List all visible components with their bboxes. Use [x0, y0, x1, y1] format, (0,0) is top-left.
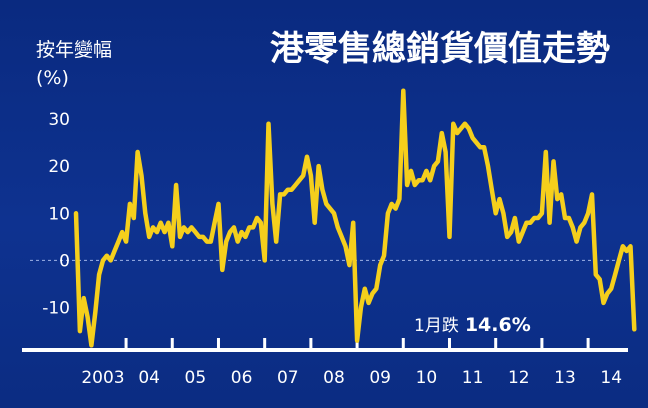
y-tick-label: 0 — [59, 251, 70, 271]
series-line — [73, 88, 637, 348]
annotation: 1月跌 14.6% — [414, 314, 531, 336]
y-tick-label: 20 — [48, 157, 70, 177]
y-tick-label: 10 — [48, 204, 70, 224]
x-tick-label: 09 — [369, 368, 391, 388]
y-axis-unit: (%) — [36, 67, 69, 89]
x-tick-label: 13 — [554, 368, 576, 388]
y-ticks: 30 20 10 0 -10 — [42, 110, 70, 319]
x-ticks: 2003 04 05 06 07 08 09 10 11 12 13 14 — [81, 338, 622, 388]
y-axis-label: 按年變幅 — [36, 39, 112, 61]
chart-title: 港零售總銷貨價值走勢 — [270, 29, 610, 69]
annotation-value: 14.6% — [465, 314, 531, 336]
annotation-label: 1月跌 — [414, 316, 459, 336]
x-tick-label: 05 — [185, 368, 207, 388]
x-tick-label: 11 — [462, 368, 484, 388]
x-tick-label: 07 — [277, 368, 299, 388]
x-tick-label: 10 — [416, 368, 438, 388]
x-tick-label: 2003 — [81, 368, 124, 388]
y-tick-label: 30 — [48, 110, 70, 130]
x-tick-label: 06 — [231, 368, 253, 388]
x-tick-label: 12 — [508, 368, 530, 388]
y-tick-label: -10 — [42, 299, 70, 319]
x-tick-label: 14 — [600, 368, 622, 388]
x-tick-label: 08 — [323, 368, 345, 388]
x-tick-label: 04 — [138, 368, 160, 388]
